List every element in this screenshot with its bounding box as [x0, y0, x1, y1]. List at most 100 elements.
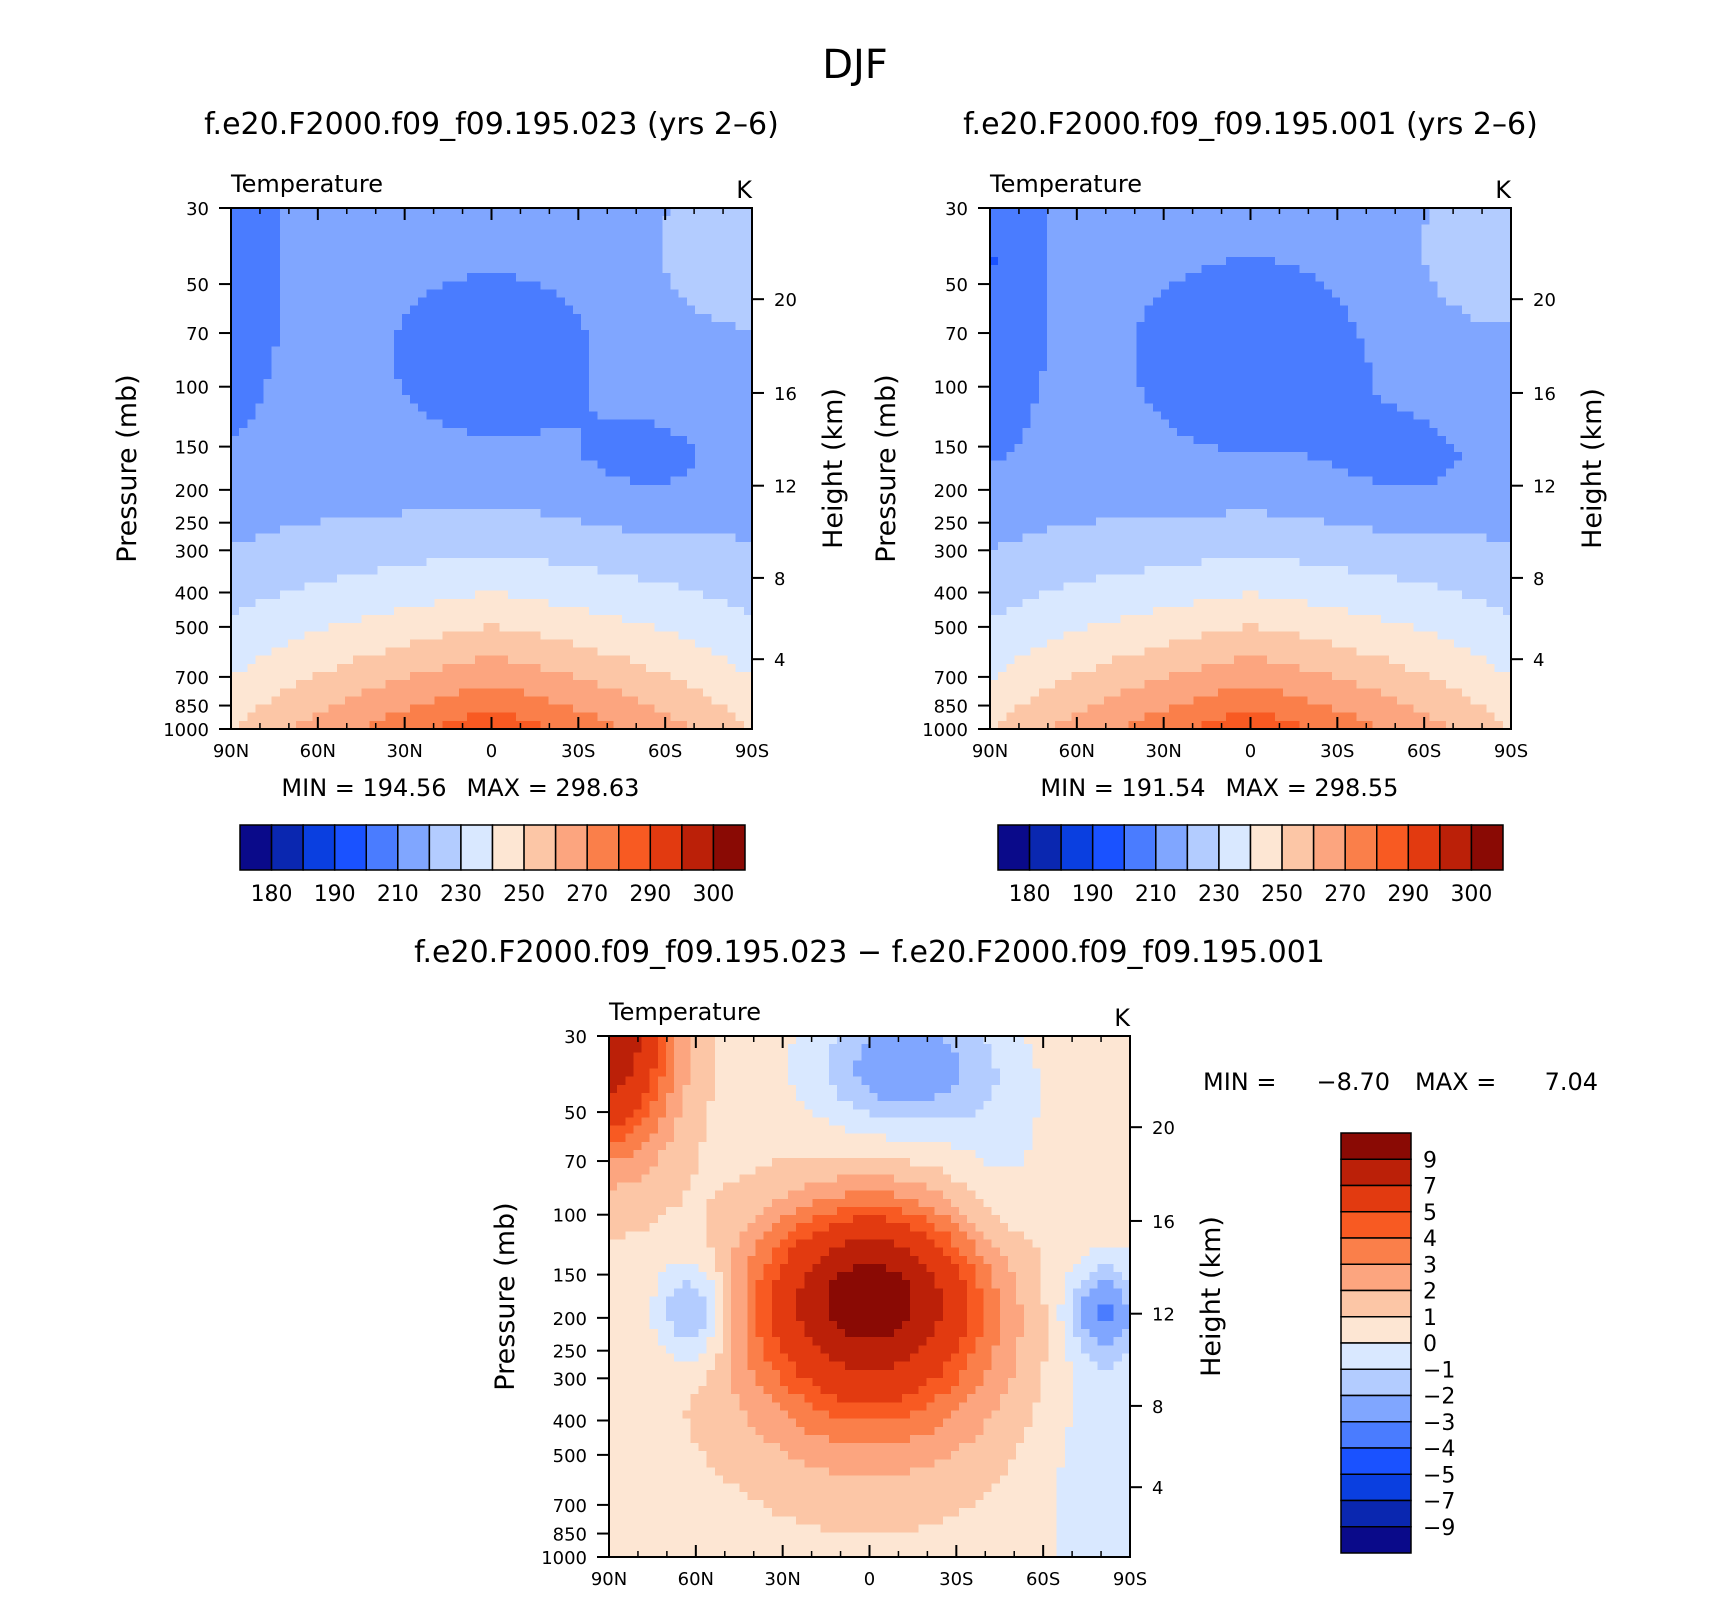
contour-cell: [524, 370, 533, 380]
contour-cell: [735, 566, 745, 575]
contour-cell: [296, 232, 305, 242]
contour-cell: [572, 330, 582, 339]
contour-cell: [271, 631, 281, 641]
contour-cell: [695, 208, 704, 217]
contour-cell: [515, 509, 525, 518]
contour-cell: [1397, 273, 1406, 282]
contour-cell: [735, 501, 745, 510]
contour-cell: [296, 321, 305, 331]
contour-cell: [385, 647, 395, 657]
contour-cell: [239, 232, 248, 242]
contour-cell: [1152, 297, 1162, 307]
contour-cell: [426, 297, 436, 307]
contour-cell: [572, 566, 582, 575]
contour-cell: [499, 313, 509, 323]
contour-cell: [646, 256, 655, 266]
contour-cell: [670, 623, 680, 632]
contour-cell: [1095, 289, 1105, 299]
contour-cell: [678, 281, 688, 291]
contour-cell: [442, 297, 452, 307]
contour-cell: [695, 419, 704, 429]
contour-cell: [312, 452, 322, 461]
contour-cell: [727, 492, 737, 502]
contour-cell: [247, 264, 257, 274]
contour-cell: [703, 289, 712, 299]
contour-cell: [393, 289, 403, 299]
contour-cell: [654, 509, 664, 518]
contour-cell: [572, 484, 582, 494]
contour-cell: [255, 256, 265, 266]
contour-cell: [532, 321, 541, 331]
contour-cell: [442, 468, 452, 478]
contour-cell: [735, 289, 745, 299]
contour-cell: [336, 305, 346, 315]
contour-cell: [1063, 297, 1073, 307]
contour-cell: [1331, 216, 1341, 225]
contour-cell: [990, 297, 999, 307]
contour-cell: [353, 281, 362, 291]
contour-cell: [589, 517, 598, 527]
contour-cell: [255, 574, 265, 584]
contour-cell: [670, 680, 680, 689]
contour-cell: [475, 712, 484, 722]
contour-cell: [1315, 208, 1325, 217]
contour-cell: [239, 558, 248, 567]
contour-cell: [686, 281, 696, 291]
contour-cell: [1380, 248, 1390, 258]
contour-cell: [344, 289, 354, 299]
contour-cell: [361, 289, 370, 299]
contour-cell: [401, 680, 411, 689]
contour-cell: [410, 598, 419, 608]
y-tick-label: 30: [186, 199, 209, 220]
contour-cell: [646, 232, 655, 242]
contour-cell: [1234, 216, 1243, 225]
contour-cell: [1014, 224, 1024, 234]
contour-cell: [442, 623, 452, 632]
contour-cell: [540, 370, 550, 380]
contour-cell: [1299, 281, 1309, 291]
contour-cell: [361, 517, 370, 527]
contour-cell: [589, 403, 598, 413]
contour-cell: [727, 460, 737, 470]
contour-cell: [426, 655, 436, 665]
contour-cell: [263, 484, 273, 494]
contour-cell: [279, 590, 289, 600]
contour-cell: [287, 354, 297, 364]
contour-cell: [532, 435, 541, 445]
contour-cell: [654, 208, 664, 217]
contour-cell: [564, 395, 574, 404]
contour-cell: [735, 476, 745, 486]
contour-cell: [589, 663, 598, 673]
contour-cell: [719, 338, 729, 347]
contour-cell: [418, 574, 427, 584]
contour-cell: [296, 525, 305, 535]
contour-cell: [524, 501, 533, 510]
contour-cell: [344, 590, 354, 600]
contour-cell: [638, 566, 647, 575]
contour-cell: [491, 460, 501, 470]
contour-cell: [353, 492, 362, 502]
contour-cell: [1217, 289, 1227, 299]
contour-cell: [385, 281, 395, 291]
contour-cell: [279, 468, 289, 478]
contour-cell: [621, 606, 631, 616]
contour-cell: [605, 492, 615, 502]
contour-cell: [1502, 264, 1512, 274]
contour-cell: [458, 452, 468, 461]
contour-cell: [312, 224, 322, 234]
contour-cell: [703, 256, 712, 266]
contour-cell: [434, 655, 444, 665]
y-tick-label: 150: [175, 438, 209, 459]
contour-cell: [524, 330, 533, 339]
contour-cell: [743, 468, 753, 478]
contour-cell: [393, 468, 403, 478]
contour-cell: [1250, 281, 1260, 291]
contour-cell: [1250, 208, 1260, 217]
contour-cell: [475, 370, 484, 380]
contour-cell: [263, 427, 273, 437]
contour-cell: [458, 509, 468, 518]
contour-cell: [686, 688, 696, 698]
contour-cell: [670, 509, 680, 518]
contour-cell: [475, 501, 484, 510]
contour-cell: [1169, 248, 1178, 258]
